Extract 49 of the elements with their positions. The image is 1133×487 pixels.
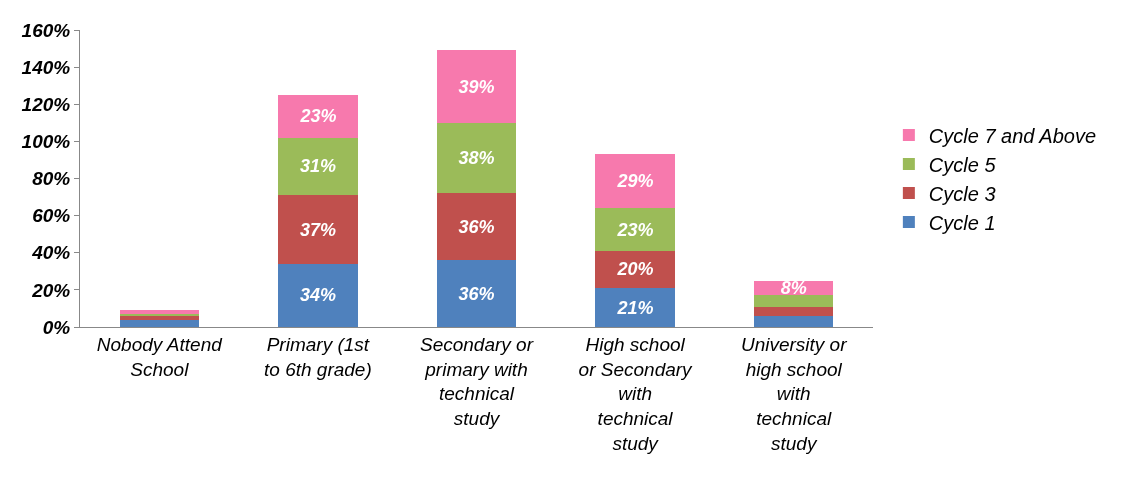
bar bbox=[278, 94, 358, 138]
data-label: 36% bbox=[458, 216, 495, 237]
y-tick-label: 20% bbox=[31, 279, 71, 301]
data-label: 38% bbox=[458, 148, 495, 169]
bar bbox=[595, 154, 675, 209]
data-label: 29% bbox=[616, 171, 654, 192]
data-label: 20% bbox=[616, 259, 654, 280]
data-label: 21% bbox=[616, 297, 654, 318]
legend-label: Cycle 5 bbox=[928, 153, 997, 176]
legend-label: Cycle 7 and Above bbox=[928, 124, 1096, 147]
x-tick-label: Secondary or primary with technical study bbox=[419, 333, 534, 429]
x-tick-label: High school or Secondary with technical study bbox=[578, 333, 694, 454]
data-label: 37% bbox=[299, 219, 336, 240]
bar bbox=[119, 319, 199, 327]
bar bbox=[278, 137, 358, 196]
y-tick-label: 100% bbox=[21, 131, 71, 153]
data-label: 23% bbox=[299, 106, 337, 127]
data-label: 8% bbox=[780, 278, 807, 299]
bar bbox=[436, 122, 517, 194]
bar bbox=[278, 195, 358, 264]
bar bbox=[278, 263, 358, 327]
bar bbox=[436, 260, 517, 327]
bar bbox=[436, 50, 517, 123]
y-tick-label: 80% bbox=[32, 168, 71, 190]
x-tick-label: Primary (1st to 6th grade) bbox=[264, 333, 372, 380]
data-label: 23% bbox=[616, 219, 654, 240]
bar bbox=[436, 193, 517, 261]
y-tick-label: 40% bbox=[31, 242, 71, 264]
y-tick-label: 160% bbox=[21, 19, 71, 41]
x-tick-label: University or high school with technical study bbox=[740, 333, 848, 454]
bar bbox=[754, 295, 834, 307]
data-label: 36% bbox=[458, 283, 495, 304]
bar bbox=[754, 315, 834, 327]
bar bbox=[119, 310, 199, 315]
y-tick-label: 140% bbox=[21, 56, 71, 78]
y-tick-label: 0% bbox=[42, 316, 71, 338]
bar bbox=[119, 315, 199, 320]
bar bbox=[754, 306, 834, 316]
bar bbox=[595, 288, 675, 327]
data-label: 34% bbox=[299, 285, 336, 306]
y-tick-label: 120% bbox=[21, 93, 71, 115]
y-tick-label: 60% bbox=[32, 205, 71, 227]
data-label: 31% bbox=[299, 156, 336, 177]
bar bbox=[595, 250, 675, 289]
data-label: 39% bbox=[458, 76, 495, 97]
legend-label: Cycle 3 bbox=[928, 182, 996, 205]
x-tick-label: Nobody Attend School bbox=[96, 333, 224, 380]
legend-label: Cycle 1 bbox=[928, 211, 996, 234]
bar bbox=[595, 208, 675, 251]
